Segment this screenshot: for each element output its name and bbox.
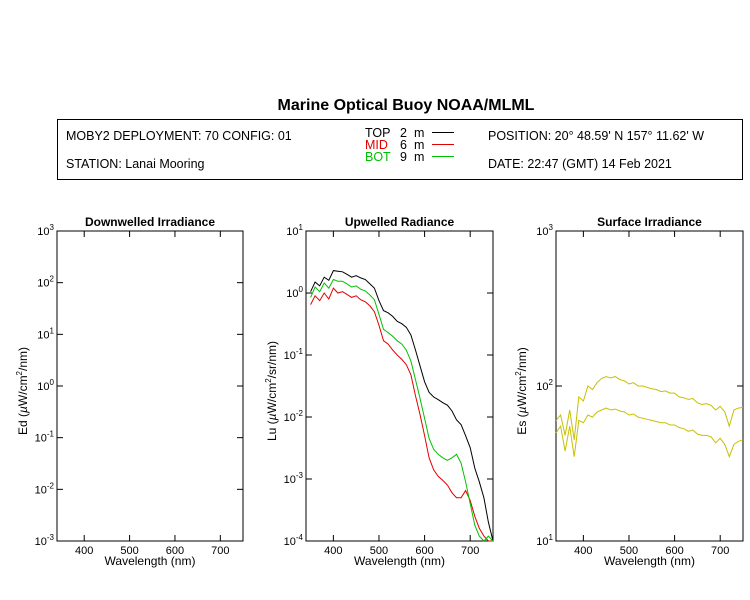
legend-depth-bot: 9 <box>400 150 407 164</box>
subplot-title: Downwelled Irradiance <box>85 215 215 229</box>
x-tick-label: 700 <box>711 545 729 557</box>
series-line-bot <box>310 278 494 542</box>
x-tick-label: 400 <box>324 545 342 557</box>
x-tick-label: 600 <box>415 545 433 557</box>
y-tick-label: 10-1 <box>35 430 55 445</box>
plot-frame <box>555 230 744 542</box>
chart-title: Marine Optical Buoy NOAA/MLML <box>277 97 535 114</box>
y-tick-label: 102 <box>536 378 553 393</box>
chart-2: Upwelled Radiance 400 500 600 700 Wavelength … <box>264 215 494 568</box>
x-axis-label: Wavelength (nm) <box>354 554 445 568</box>
y-tick-label: 102 <box>37 275 54 290</box>
legend-depth-top: 2 <box>400 126 407 140</box>
legend-name-mid: MID <box>365 138 388 152</box>
series-line-1 <box>555 376 744 440</box>
y-tick-label: 103 <box>536 223 553 238</box>
plot-frame <box>305 230 494 542</box>
station-label: STATION: Lanai Mooring <box>66 157 205 171</box>
chart-3: Surface Irradiance 400 500 600 700 Wavelength… <box>514 215 744 568</box>
legend-unit-bot: m <box>414 150 425 164</box>
info-box: MOBY2 DEPLOYMENT: 70 CONFIG: 01 STATION:… <box>57 119 743 180</box>
x-tick-label: 400 <box>574 545 592 557</box>
legend-line-mid <box>432 144 454 145</box>
series-line-mid <box>310 287 493 542</box>
x-tick-label: 500 <box>370 545 388 557</box>
subplot-title: Surface Irradiance <box>597 215 702 229</box>
x-axis-label: Wavelength (nm) <box>604 554 695 568</box>
y-tick-label: 10-1 <box>284 347 304 362</box>
y-axis-label: Ed (µW/cm2/nm) <box>15 347 30 435</box>
subplot-title: Upwelled Radiance <box>345 215 455 229</box>
y-tick-label: 101 <box>37 326 54 341</box>
x-axis-label: Wavelength (nm) <box>105 554 196 568</box>
x-tick-label: 500 <box>120 545 138 557</box>
series-line-2 <box>555 407 744 459</box>
series-line-top <box>310 270 494 542</box>
legend-unit-mid: m <box>414 138 425 152</box>
x-tick-label: 500 <box>620 545 638 557</box>
y-tick-label: 101 <box>286 223 303 238</box>
x-tick-label: 400 <box>75 545 93 557</box>
y-tick-label: 103 <box>37 223 54 238</box>
y-tick-label: 100 <box>37 378 54 393</box>
y-tick-label: 10-4 <box>284 533 304 548</box>
legend-unit-top: m <box>414 126 425 140</box>
chart-1: Downwelled Irradiance 400 500 600 700 Wavelen… <box>15 215 244 568</box>
legend-name-bot: BOT <box>365 150 391 164</box>
x-tick-label: 600 <box>166 545 184 557</box>
y-tick-label: 10-2 <box>284 409 304 424</box>
date-label: DATE: 22:47 (GMT) 14 Feb 2021 <box>488 157 672 171</box>
y-tick-label: 10-3 <box>284 471 304 486</box>
x-tick-label: 700 <box>461 545 479 557</box>
y-tick-label: 10-2 <box>35 481 55 496</box>
position-label: POSITION: 20° 48.59' N 157° 11.62' W <box>488 129 705 143</box>
y-tick-label: 101 <box>536 533 553 548</box>
legend-depth-mid: 6 <box>400 138 407 152</box>
y-tick-label: 100 <box>286 285 303 300</box>
y-axis-label: Lu (µW/cm2/sr/nm) <box>264 341 279 441</box>
x-tick-label: 600 <box>665 545 683 557</box>
x-tick-label: 700 <box>211 545 229 557</box>
legend-line-top <box>432 132 454 133</box>
y-tick-label: 10-3 <box>35 533 55 548</box>
plot-frame <box>56 230 244 542</box>
deployment-label: MOBY2 DEPLOYMENT: 70 CONFIG: 01 <box>66 129 292 143</box>
legend-name-top: TOP <box>365 126 391 140</box>
y-axis-label: Es (µW/cm2/nm) <box>514 347 529 434</box>
legend-line-bot <box>432 156 454 157</box>
